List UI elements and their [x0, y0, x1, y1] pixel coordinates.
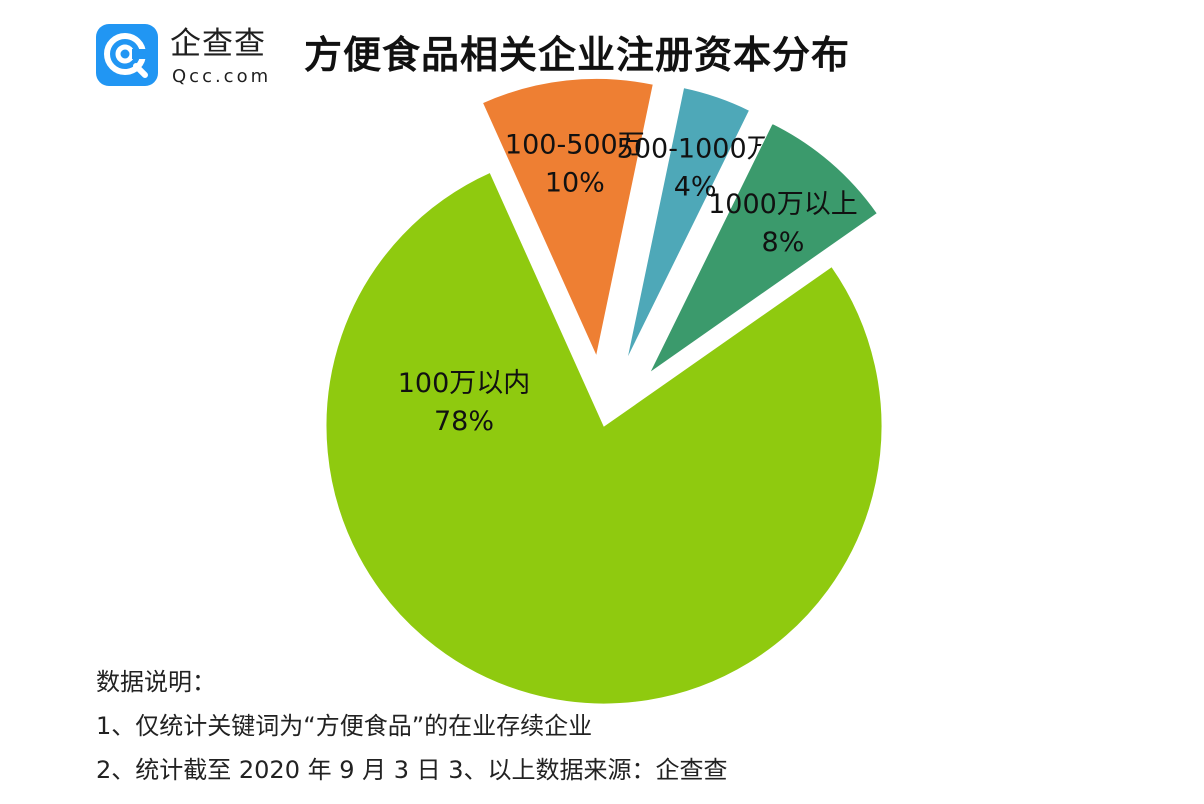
slice-label-4: 1000万以上	[708, 189, 858, 220]
logo-text-en: Qcc.com	[172, 66, 272, 87]
slice-percent-2: 10%	[545, 168, 605, 199]
pie-slice-2	[481, 77, 654, 359]
data-notes: 数据说明： 1、仅统计关键词为“方便食品”的在业存续企业 2、统计截至 2020…	[96, 660, 728, 792]
slice-label-1: 100万以内	[398, 368, 531, 399]
notes-heading: 数据说明：	[96, 668, 216, 696]
slice-percent-1: 78%	[434, 406, 494, 437]
slice-label-2: 100-500万	[505, 130, 645, 161]
slice-percent-3: 4%	[674, 171, 717, 202]
notes-line-1: 1、仅统计关键词为“方便食品”的在业存续企业	[96, 712, 593, 740]
qcc-logo-icon	[96, 24, 158, 86]
notes-line-2: 2、统计截至 2020 年 9 月 3 日 3、以上数据来源：企查查	[96, 756, 728, 784]
chart-title: 方便食品相关企业注册资本分布	[304, 33, 851, 77]
pie-slice-1	[325, 171, 883, 705]
slice-label-3: 500-1000万	[617, 133, 774, 164]
slice-percent-4: 8%	[762, 227, 805, 258]
pie-slice-4	[649, 122, 878, 374]
qcc-logo: 企查查 Qcc.com	[96, 24, 296, 94]
logo-text-cn: 企查查	[170, 26, 266, 62]
pie-slice-3	[626, 87, 751, 361]
